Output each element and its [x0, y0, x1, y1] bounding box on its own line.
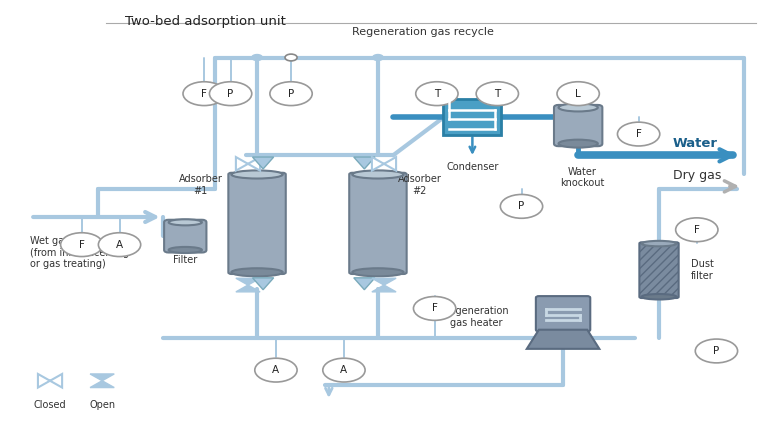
Text: T: T [494, 89, 500, 99]
FancyBboxPatch shape [554, 105, 602, 146]
Polygon shape [38, 374, 62, 388]
Ellipse shape [641, 294, 676, 299]
Text: Water
knockout: Water knockout [560, 167, 604, 188]
Polygon shape [372, 278, 396, 285]
Text: Two-bed adsorption unit: Two-bed adsorption unit [125, 15, 286, 28]
Circle shape [372, 55, 383, 60]
Circle shape [210, 82, 252, 105]
Ellipse shape [558, 103, 598, 112]
FancyBboxPatch shape [443, 99, 501, 135]
FancyBboxPatch shape [228, 173, 286, 274]
Circle shape [413, 296, 456, 320]
Text: Regeneration
gas heater: Regeneration gas heater [443, 306, 509, 328]
Ellipse shape [558, 140, 598, 148]
Polygon shape [90, 381, 114, 388]
Text: Wet gas
(from inlet receiving
or gas treating): Wet gas (from inlet receiving or gas tre… [30, 236, 130, 270]
Circle shape [254, 358, 297, 382]
Polygon shape [236, 157, 260, 171]
Text: Filter: Filter [173, 255, 197, 265]
Polygon shape [354, 157, 375, 169]
Circle shape [99, 233, 140, 256]
FancyBboxPatch shape [536, 296, 591, 332]
Polygon shape [372, 285, 396, 292]
FancyBboxPatch shape [349, 173, 406, 274]
Circle shape [618, 122, 660, 146]
Polygon shape [90, 374, 114, 381]
Ellipse shape [352, 268, 404, 276]
Text: P: P [713, 346, 719, 356]
Text: F: F [79, 240, 85, 250]
Circle shape [675, 218, 718, 242]
Polygon shape [236, 278, 260, 285]
Circle shape [695, 339, 738, 363]
Ellipse shape [169, 219, 202, 225]
Circle shape [557, 82, 599, 105]
Circle shape [61, 233, 103, 256]
Text: Dry gas: Dry gas [673, 169, 722, 182]
Text: P: P [518, 201, 524, 211]
Ellipse shape [352, 171, 404, 178]
FancyBboxPatch shape [639, 242, 678, 298]
Circle shape [252, 55, 262, 60]
Text: L: L [575, 89, 581, 99]
Circle shape [500, 194, 543, 218]
Ellipse shape [231, 171, 283, 178]
Polygon shape [253, 278, 274, 290]
FancyBboxPatch shape [164, 220, 207, 253]
Text: P: P [227, 89, 234, 99]
Text: Adsorber
#1: Adsorber #1 [178, 174, 222, 196]
Text: F: F [635, 129, 641, 139]
Text: A: A [272, 365, 280, 375]
Circle shape [270, 82, 312, 105]
Text: F: F [201, 89, 207, 99]
Text: Regeneration gas recycle: Regeneration gas recycle [352, 27, 494, 37]
Circle shape [323, 358, 365, 382]
Text: P: P [288, 89, 295, 99]
Polygon shape [372, 157, 396, 171]
Polygon shape [236, 285, 260, 292]
Text: Water: Water [673, 137, 718, 150]
Ellipse shape [169, 247, 202, 253]
Text: Dust
filter: Dust filter [691, 260, 714, 281]
Polygon shape [354, 278, 375, 290]
Text: Open: Open [89, 400, 115, 410]
Text: A: A [340, 365, 348, 375]
Circle shape [416, 82, 458, 105]
Text: Condenser: Condenser [446, 162, 499, 172]
Text: Closed: Closed [34, 400, 66, 410]
Text: F: F [694, 225, 700, 235]
Text: Adsorber
#2: Adsorber #2 [398, 174, 442, 196]
Text: F: F [432, 303, 438, 313]
Polygon shape [253, 157, 274, 169]
Circle shape [183, 82, 225, 105]
Ellipse shape [641, 241, 676, 247]
Circle shape [285, 54, 297, 61]
Polygon shape [527, 330, 599, 349]
Text: T: T [434, 89, 440, 99]
Text: A: A [116, 240, 123, 250]
Circle shape [476, 82, 518, 105]
Ellipse shape [231, 268, 283, 276]
